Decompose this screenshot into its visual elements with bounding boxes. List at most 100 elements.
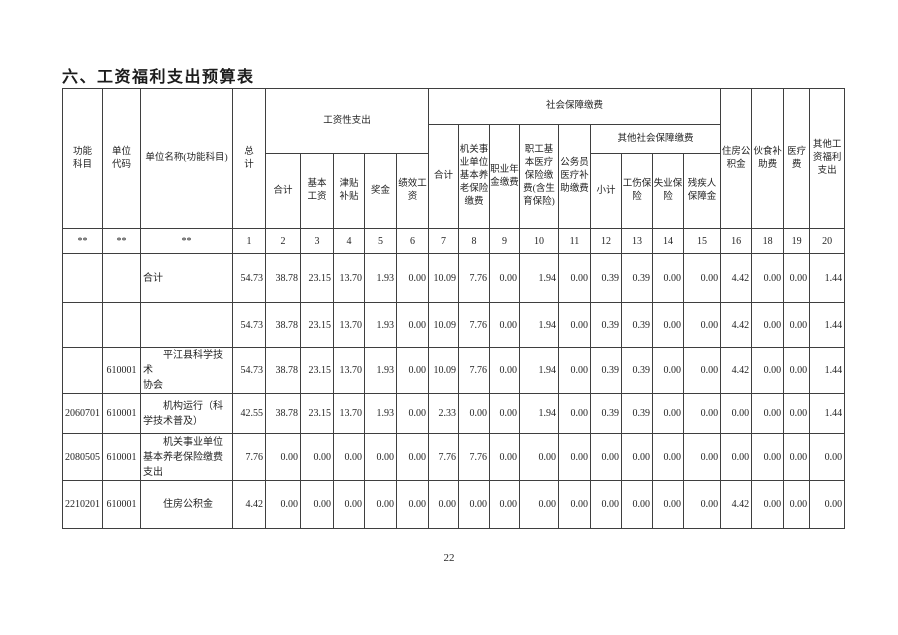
table-row: 2080505 610001 机关事业单位 基本养老保险缴费 支出 7.76 0.00 0… bbox=[62, 433, 846, 481]
value-cell: 0.00 bbox=[783, 393, 811, 434]
func-subject-cell bbox=[62, 253, 103, 303]
page-number: 22 bbox=[443, 552, 455, 564]
value-cell: 1.94 bbox=[519, 347, 559, 394]
value-cell: 0.00 bbox=[720, 393, 753, 434]
header-row-1: 功能 科目 单位 代码 单位名称(功能科目) 总 计 工资性支出 社会保障缴费 … bbox=[62, 88, 846, 229]
value-cell: 0.00 bbox=[396, 253, 429, 303]
header-performance-salary: 绩效工 资 bbox=[396, 153, 429, 229]
header-salary-total: 合计 bbox=[265, 153, 301, 229]
column-index-cell: ** bbox=[102, 228, 141, 254]
value-cell: 0.00 bbox=[783, 302, 811, 348]
header-other-welfare: 其他工 资福利 支出 bbox=[809, 88, 846, 229]
value-cell: 7.76 bbox=[232, 433, 266, 481]
value-cell: 38.78 bbox=[265, 347, 301, 394]
value-cell: 7.76 bbox=[458, 253, 490, 303]
value-cell: 54.73 bbox=[232, 302, 266, 348]
value-cell: 0.00 bbox=[652, 433, 684, 481]
value-cell: 0.00 bbox=[364, 433, 397, 481]
value-cell: 0.00 bbox=[751, 302, 785, 348]
value-cell: 0.00 bbox=[783, 347, 811, 394]
header-oss-subtotal: 小计 bbox=[590, 153, 622, 229]
func-subject-cell bbox=[62, 302, 103, 348]
column-index-cell: 18 bbox=[751, 228, 785, 254]
value-cell: 0.00 bbox=[682, 347, 722, 394]
unit-name-cell: 合计 bbox=[140, 253, 233, 303]
value-cell: 0.00 bbox=[458, 393, 490, 434]
value-cell: 0.00 bbox=[396, 302, 429, 348]
value-cell: 0.00 bbox=[364, 480, 397, 529]
header-occupational-annuity: 职业年 金缴费 bbox=[489, 124, 520, 229]
value-cell: 23.15 bbox=[300, 347, 334, 394]
value-cell: 2.33 bbox=[428, 393, 459, 434]
value-cell: 4.42 bbox=[720, 347, 753, 394]
value-cell: 0.00 bbox=[300, 480, 334, 529]
value-cell: 1.44 bbox=[809, 347, 846, 394]
value-cell: 0.00 bbox=[682, 253, 722, 303]
value-cell: 0.00 bbox=[489, 253, 520, 303]
value-cell: 0.00 bbox=[621, 433, 653, 481]
budget-table: 功能 科目 单位 代码 单位名称(功能科目) 总 计 工资性支出 社会保障缴费 … bbox=[62, 88, 846, 529]
column-index-cell: 5 bbox=[364, 228, 397, 254]
value-cell: 13.70 bbox=[333, 393, 365, 434]
table-body: ** ** ** 1 2 3 4 5 6 7 8 9 10 11 12 13 14 15 16 18 19 20 合计 54… bbox=[62, 228, 846, 529]
value-cell: 1.93 bbox=[364, 302, 397, 348]
value-cell: 7.76 bbox=[458, 433, 490, 481]
value-cell: 0.00 bbox=[751, 480, 785, 529]
value-cell: 0.00 bbox=[783, 433, 811, 481]
value-cell: 0.00 bbox=[558, 393, 591, 434]
value-cell: 7.76 bbox=[458, 347, 490, 394]
value-cell: 0.00 bbox=[783, 253, 811, 303]
func-subject-cell: 2060701 bbox=[62, 393, 103, 434]
value-cell: 0.39 bbox=[590, 393, 622, 434]
column-index-cell: 3 bbox=[300, 228, 334, 254]
value-cell: 0.00 bbox=[751, 393, 785, 434]
header-social-security-group: 社会保障缴费 bbox=[427, 88, 722, 125]
value-cell: 4.42 bbox=[720, 480, 753, 529]
value-cell: 10.09 bbox=[428, 302, 459, 348]
value-cell: 0.00 bbox=[652, 480, 684, 529]
unit-code-cell: 610001 bbox=[102, 480, 141, 529]
value-cell: 0.00 bbox=[333, 433, 365, 481]
value-cell: 0.00 bbox=[333, 480, 365, 529]
header-grand-total: 总 计 bbox=[232, 88, 266, 229]
value-cell: 0.39 bbox=[621, 347, 653, 394]
value-cell: 0.00 bbox=[809, 480, 846, 529]
value-cell: 23.15 bbox=[300, 393, 334, 434]
value-cell: 0.00 bbox=[489, 433, 520, 481]
column-index-cell: 9 bbox=[489, 228, 520, 254]
column-index-cell: 15 bbox=[682, 228, 722, 254]
table-row: 610001 平江县科学技术 协会 54.73 38.78 23.15 13.70 1.93… bbox=[62, 347, 846, 394]
value-cell: 0.00 bbox=[458, 480, 490, 529]
header-unit-name: 单位名称(功能科目) bbox=[140, 88, 233, 229]
header-unit-code: 单位 代码 bbox=[102, 88, 141, 229]
page-title: 六、工资福利支出预算表 bbox=[62, 69, 255, 86]
value-cell: 1.44 bbox=[809, 393, 846, 434]
value-cell: 0.00 bbox=[558, 433, 591, 481]
header-salary-expenditure-group: 工资性支出 bbox=[265, 88, 429, 154]
unit-code-cell bbox=[102, 302, 141, 348]
value-cell: 13.70 bbox=[333, 347, 365, 394]
value-cell: 1.94 bbox=[519, 393, 559, 434]
unit-name-cell: 住房公积金 bbox=[140, 480, 233, 529]
column-index-cell: 4 bbox=[333, 228, 365, 254]
table-row: 2210201 610001 住房公积金 4.42 0.00 0.00 0.00 0.00 0.… bbox=[62, 480, 846, 529]
value-cell: 0.00 bbox=[396, 393, 429, 434]
value-cell: 0.39 bbox=[621, 393, 653, 434]
value-cell: 1.93 bbox=[364, 347, 397, 394]
value-cell: 1.94 bbox=[519, 302, 559, 348]
column-index-cell: 7 bbox=[428, 228, 459, 254]
table-row: 54.73 38.78 23.15 13.70 1.93 0.00 10.09 7.76 0.0… bbox=[62, 302, 846, 348]
value-cell: 13.70 bbox=[333, 253, 365, 303]
value-cell: 0.00 bbox=[558, 347, 591, 394]
header-unemployment: 失业保 险 bbox=[652, 153, 684, 229]
column-index-cell: 10 bbox=[519, 228, 559, 254]
value-cell: 1.44 bbox=[809, 302, 846, 348]
value-cell: 4.42 bbox=[720, 302, 753, 348]
value-cell: 0.00 bbox=[265, 480, 301, 529]
value-cell: 0.00 bbox=[751, 433, 785, 481]
column-index-cell: 8 bbox=[458, 228, 490, 254]
column-index-cell: ** bbox=[62, 228, 103, 254]
value-cell: 0.00 bbox=[720, 433, 753, 481]
value-cell: 54.73 bbox=[232, 347, 266, 394]
header-pension: 机关事 业单位 基本养 老保险 缴费 bbox=[458, 124, 490, 229]
